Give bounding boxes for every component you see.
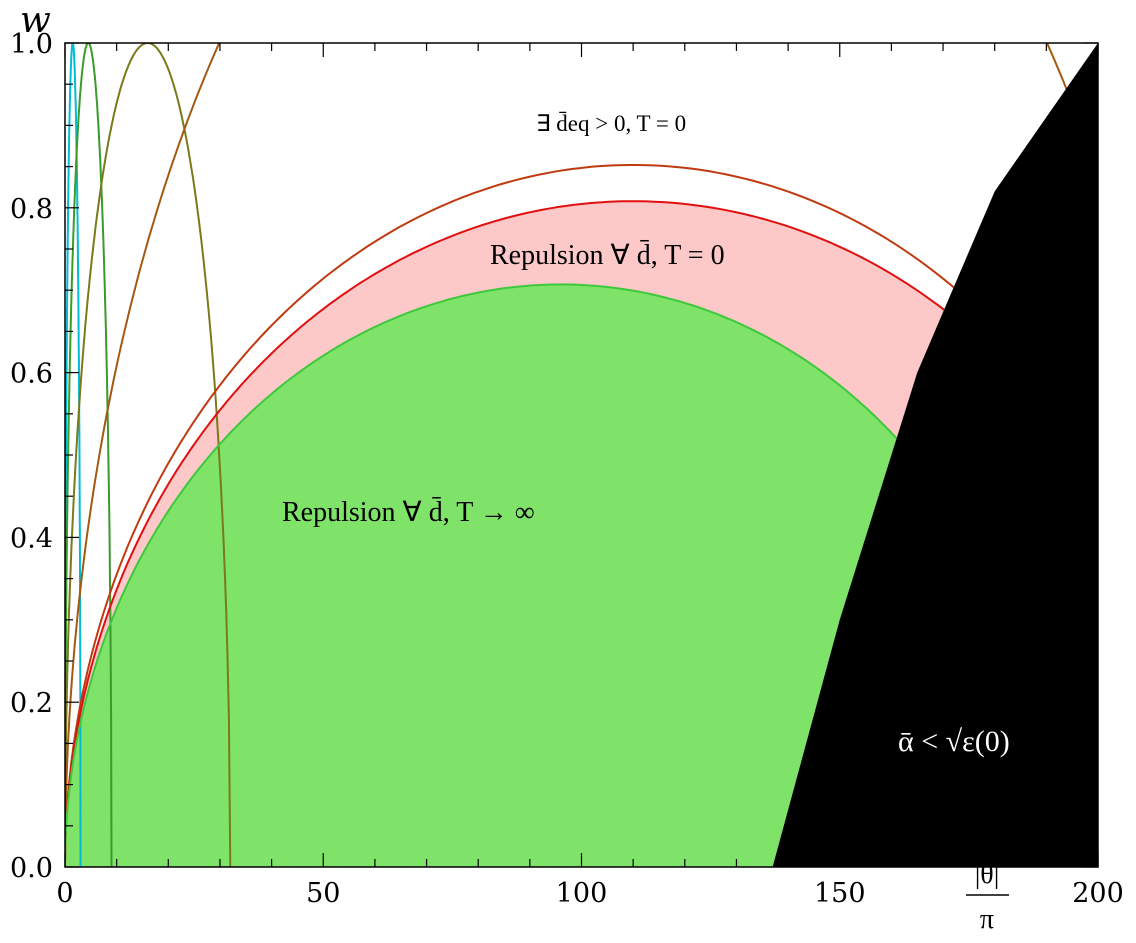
region-label-black: ᾱ < √ε(0) [898, 725, 1010, 758]
x-axis-label-numerator: |θ| [975, 859, 1000, 890]
y-tick-label: 1.0 [10, 29, 53, 60]
series-line-5 [65, 164, 1098, 867]
plot-area [65, 43, 1098, 867]
x-tick-label: 200 [1072, 878, 1124, 909]
x-tick-label: 50 [306, 878, 340, 909]
y-tick-label: 0.4 [10, 523, 53, 554]
x-axis-label-denominator: π [980, 904, 994, 935]
series-line-2 [65, 43, 113, 867]
x-axis-label: |θ| π [966, 859, 1009, 935]
x-tick-label: 150 [814, 878, 866, 909]
region-black [772, 43, 1098, 867]
axis-ticks [64, 42, 1099, 868]
x-tick-label: 0 [56, 878, 73, 909]
series-line-4 [65, 43, 1098, 867]
x-tick-label: 100 [556, 878, 608, 909]
y-tick-label: 0.0 [10, 853, 53, 884]
series-line-6 [65, 200, 1098, 867]
y-tick-label: 0.8 [10, 194, 53, 225]
y-tick-label: 0.2 [10, 688, 53, 719]
region-label-pink: Repulsion ∀ d̄, T = 0 [490, 240, 725, 271]
series-line-7 [65, 283, 1058, 867]
region-label-green: Repulsion ∀ d̄, T → ∞ [282, 497, 535, 528]
tick-labels: 0 50 100 150 200 0.0 0.2 0.4 0.6 0.8 1.0 [10, 29, 1124, 909]
series-line-3 [65, 43, 232, 867]
y-tick-label: 0.6 [10, 359, 53, 390]
region-label-white: ∃ d̄eq > 0, T = 0 [536, 111, 686, 136]
y-axis-label: w [20, 0, 51, 41]
